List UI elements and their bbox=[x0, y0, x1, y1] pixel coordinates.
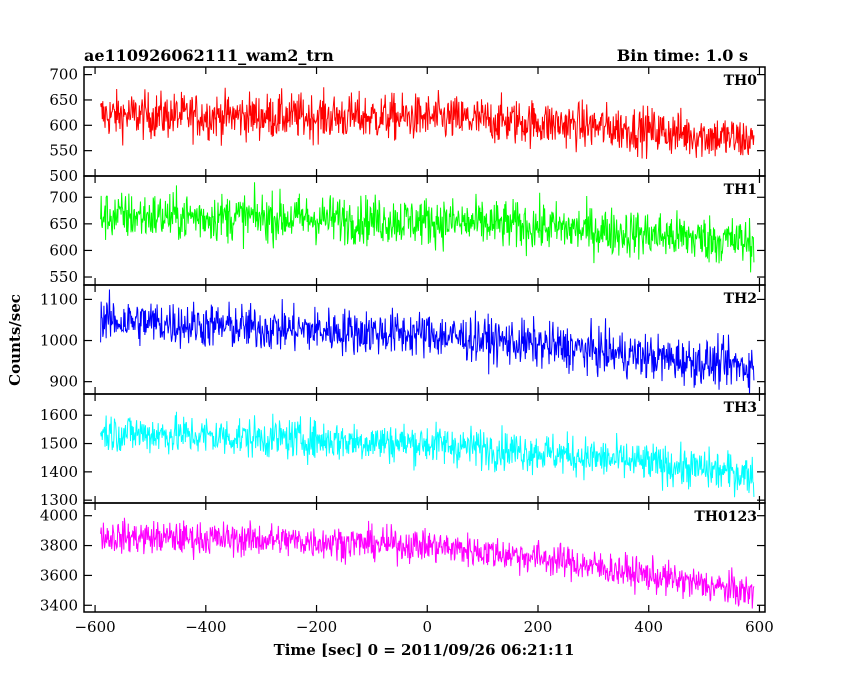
y-tick-label: 700 bbox=[49, 188, 78, 206]
panel-th1: 550 600 650 700 TH1 bbox=[49, 175, 766, 286]
y-tick-label: 550 bbox=[49, 142, 78, 160]
series-label-th3: TH3 bbox=[724, 400, 757, 416]
series-line-th0 bbox=[100, 87, 755, 159]
y-tick-label: 550 bbox=[49, 268, 78, 286]
series-line-th2 bbox=[100, 289, 755, 394]
y-tick-label: 600 bbox=[49, 116, 78, 134]
y-axis-label: Counts/sec bbox=[6, 294, 24, 386]
series-label-th1: TH1 bbox=[724, 182, 757, 198]
x-axis-label: Time [sec] 0 = 2011/09/26 06:21:11 bbox=[274, 641, 575, 659]
panel-th2: 900 1000 1100 TH2 bbox=[40, 284, 766, 395]
series-label-th0123: TH0123 bbox=[694, 509, 757, 525]
y-tick-label: 3400 bbox=[40, 596, 78, 614]
y-tick-label: 900 bbox=[49, 373, 78, 391]
y-tick-label: 500 bbox=[49, 167, 78, 185]
panel-frame bbox=[83, 502, 766, 613]
chart-title-left: ae110926062111_wam2_trn bbox=[84, 46, 334, 65]
x-tick-label: 400 bbox=[634, 618, 663, 636]
panels-group: 500 550 600 650 700 TH0 550 600 650 700 TH1 900 1000… bbox=[40, 66, 766, 614]
y-tick-label: 700 bbox=[49, 66, 78, 84]
x-tick-label: −600 bbox=[74, 618, 115, 636]
series-line-th0123 bbox=[100, 517, 755, 609]
panel-th0: 500 550 600 650 700 TH0 bbox=[49, 66, 766, 185]
series-label-th0: TH0 bbox=[724, 73, 758, 89]
x-axis: −600 −400 −200 0 200 400 600 bbox=[74, 618, 773, 636]
y-tick-label: 1000 bbox=[40, 332, 78, 350]
x-tick-label: 600 bbox=[745, 618, 774, 636]
chart-title-right: Bin time: 1.0 s bbox=[617, 46, 748, 65]
series-label-th2: TH2 bbox=[724, 291, 757, 307]
y-tick-label: 600 bbox=[49, 241, 78, 259]
y-tick-label: 650 bbox=[49, 91, 78, 109]
y-tick-label: 1100 bbox=[40, 290, 78, 308]
series-line-th3 bbox=[100, 411, 755, 498]
panel-th0123: 3400 3600 3800 4000 TH0123 bbox=[40, 502, 766, 614]
y-tick-label: 1600 bbox=[40, 406, 78, 424]
x-tick-label: −400 bbox=[185, 618, 226, 636]
x-tick-label: −200 bbox=[296, 618, 337, 636]
y-tick-label: 3800 bbox=[40, 537, 78, 555]
y-tick-label: 650 bbox=[49, 215, 78, 233]
series-line-th1 bbox=[100, 182, 755, 273]
x-tick-label: 0 bbox=[422, 618, 432, 636]
y-tick-label: 1300 bbox=[40, 491, 78, 509]
y-tick-label: 1500 bbox=[40, 435, 78, 453]
y-tick-label: 1400 bbox=[40, 463, 78, 481]
y-tick-label: 4000 bbox=[40, 507, 78, 525]
panel-th3: 1300 1400 1500 1600 TH3 bbox=[40, 393, 766, 509]
x-tick-label: 200 bbox=[524, 618, 553, 636]
y-tick-label: 3600 bbox=[40, 566, 78, 584]
